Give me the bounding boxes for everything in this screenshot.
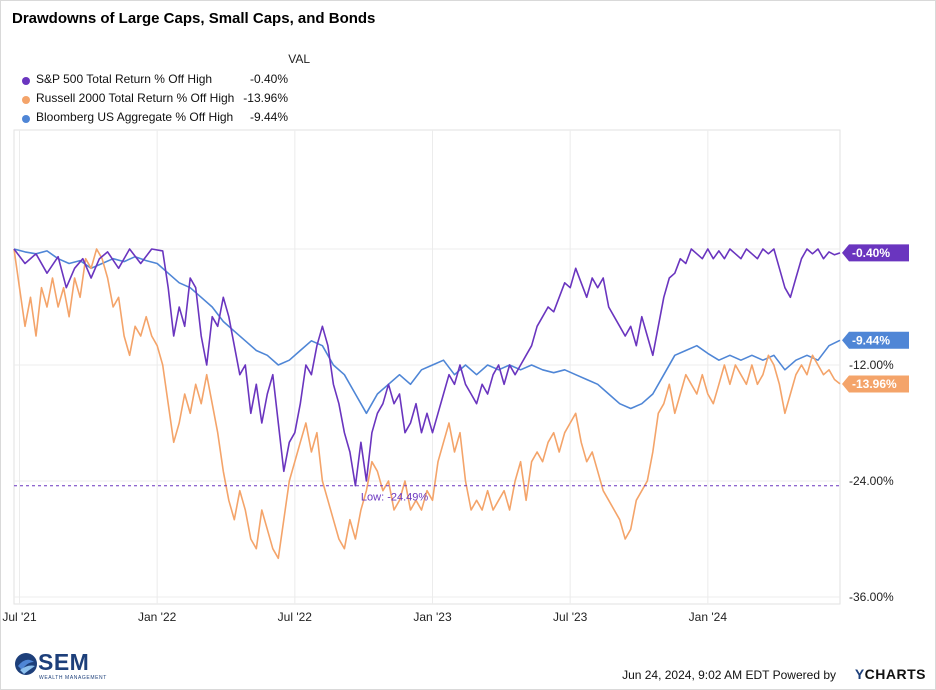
x-tick-label: Jul '23: [553, 610, 588, 624]
legend-item-sp500[interactable]: S&P 500 Total Return % Off High -0.40%: [22, 72, 322, 90]
sem-logo-icon: [15, 653, 37, 675]
y-tick-label: -12.00%: [849, 358, 894, 372]
end-value-label: -13.96%: [852, 377, 897, 391]
legend-value: -9.44%: [249, 110, 288, 124]
sem-logo-subtext: WEALTH MANAGEMENT: [39, 675, 107, 681]
x-tick-label: Jul '21: [2, 610, 37, 624]
powered-by: Powered by: [772, 668, 836, 682]
x-tick-label: Jan '24: [689, 610, 728, 624]
legend-dot-icon: [22, 115, 30, 123]
chart-title: Drawdowns of Large Caps, Small Caps, and…: [12, 10, 376, 27]
legend-dot-icon: [22, 96, 30, 104]
legend-item-russell2000[interactable]: Russell 2000 Total Return % Off High -13…: [22, 91, 322, 109]
legend-label: Bloomberg US Aggregate % Off High: [36, 110, 234, 124]
x-tick-label: Jan '23: [413, 610, 452, 624]
end-value-tag: [842, 331, 909, 349]
footer-timestamp: Jun 24, 2024, 9:02 AM EDT Powered by: [622, 668, 836, 682]
y-tick-label: -36.00%: [849, 590, 894, 604]
end-value-label: -9.44%: [852, 333, 890, 347]
legend-label: Russell 2000 Total Return % Off High: [36, 91, 235, 105]
series-line: [13, 248, 841, 415]
end-value-tag: [842, 244, 909, 262]
legend-dot-icon: [22, 77, 30, 85]
ycharts-rest: CHARTS: [864, 666, 926, 682]
low-annotation-label: Low: -24.49%: [361, 492, 428, 504]
ycharts-logo[interactable]: YCHARTS: [855, 666, 926, 682]
legend-value-header: VAL: [288, 52, 310, 66]
end-value-tag: [842, 375, 909, 393]
timestamp: Jun 24, 2024, 9:02 AM EDT: [622, 668, 770, 682]
end-value-label: -0.40%: [852, 246, 890, 260]
series-line: [13, 248, 841, 560]
x-tick-label: Jul '22: [278, 610, 313, 624]
legend-value: -13.96%: [243, 91, 288, 105]
plot-area: [13, 129, 841, 605]
y-tick-label: -24.00%: [849, 474, 894, 488]
series-line: [13, 248, 841, 487]
legend-value: -0.40%: [249, 72, 288, 86]
legend-item-bloomberg-agg[interactable]: Bloomberg US Aggregate % Off High -9.44%: [22, 110, 322, 128]
legend-label: S&P 500 Total Return % Off High: [36, 72, 213, 86]
sem-logo-text: SEM: [38, 649, 90, 675]
x-tick-label: Jan '22: [138, 610, 177, 624]
ycharts-y: Y: [854, 666, 865, 682]
